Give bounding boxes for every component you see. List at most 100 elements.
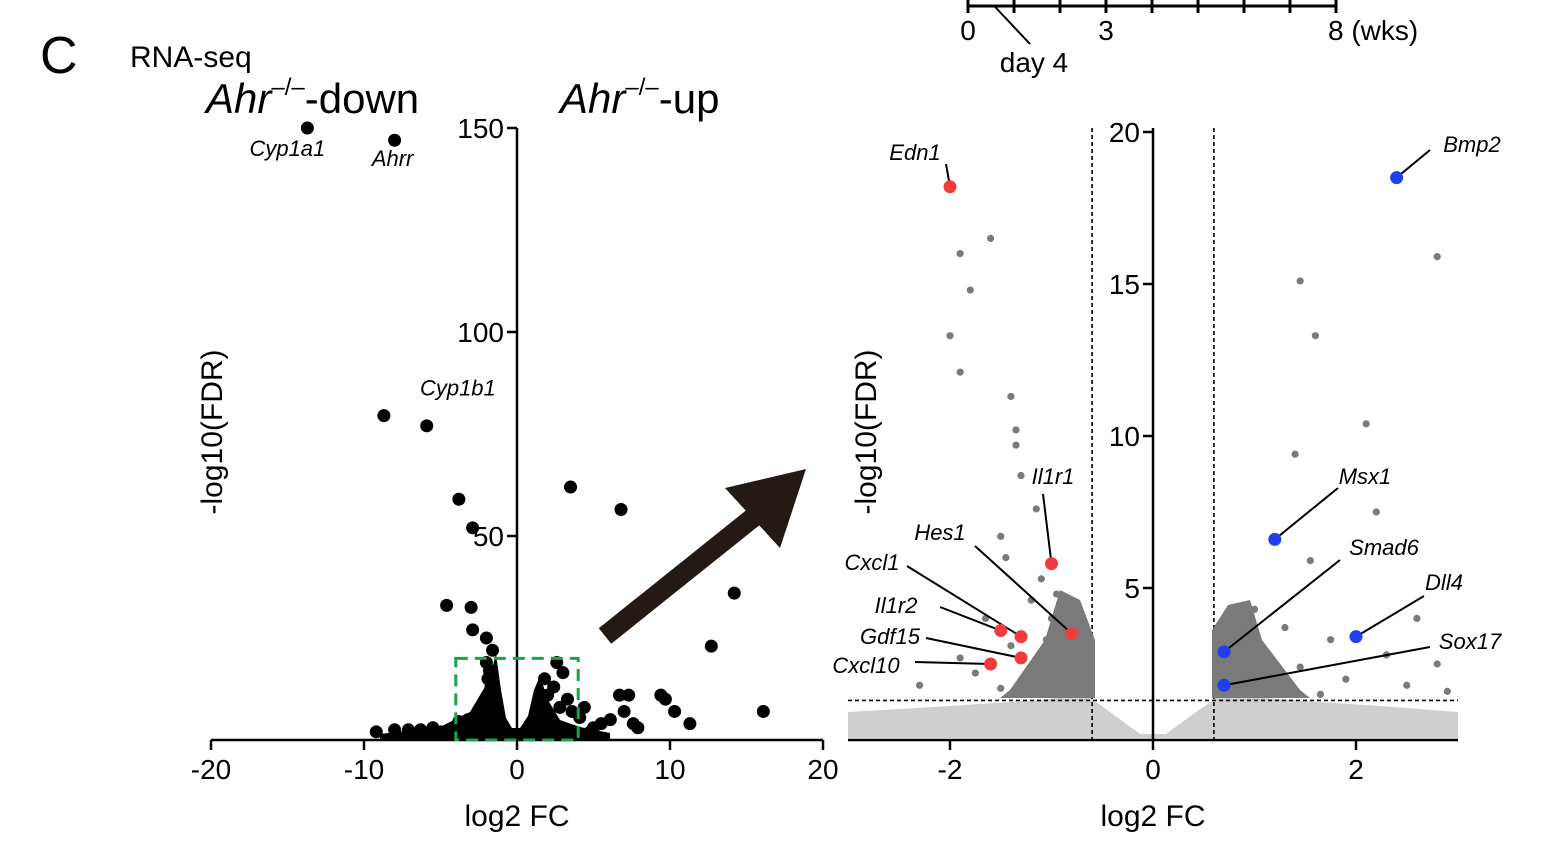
zoom-region-box [454,656,580,742]
zoom-significant-point [971,669,979,677]
highlighted-gene-point [1217,678,1231,692]
panel-letter: C [40,27,78,85]
highlighted-gene-label: Cxcl1 [844,550,899,575]
overview-data-point [466,623,480,637]
overview-data-point [564,480,578,494]
zoom-significant-point [987,234,995,242]
arrow-head [725,469,806,548]
zoom-significant-point [1012,441,1020,449]
overview-data-point [479,631,493,645]
zoom-threshold-lines [848,128,1458,740]
zoom-significant-point [1037,575,1045,583]
zoom-x-tick-label: -2 [938,754,963,785]
overview-data-point [668,704,682,718]
overview-data-point [617,704,631,718]
zoom-y-tick-label: 5 [1124,573,1140,604]
zoom-significant-point [1372,508,1380,516]
timeline-tick-label: 8 (wks) [1328,15,1418,46]
overview-data-point [704,639,718,653]
overview-data-point [541,688,555,702]
zoom-significant-point [1433,660,1441,668]
highlighted-gene-point [1014,630,1028,644]
timeline-tick-label: 0 [960,15,976,46]
overview-data-point [658,692,672,706]
zoom-y-tick-label: 20 [1109,117,1140,148]
overview-x-tick-label: -20 [191,754,231,785]
highlighted-gene-point [994,624,1008,638]
overview-data-point [613,688,627,702]
zoom-significant-point [1047,687,1056,695]
highlighted-gene-point [1045,557,1058,571]
overview-y-axis-title: -log10(FDR) [196,349,229,514]
overview-data-point [452,492,466,506]
overview-x-axis-title: log2 FC [464,800,569,833]
overview-gene-label: Cyp1a1 [249,136,325,161]
overview-data-point [487,702,501,716]
gene-leader-line [1395,149,1431,179]
zoom-nonsignificant-cloud [848,694,1458,738]
highlighted-gene-label: Smad6 [1349,535,1419,560]
highlighted-gene-label: Cxcl10 [832,653,900,678]
overview-data-point [583,725,597,739]
zoom-significant-point [1327,636,1335,644]
zoom-significant-point [1012,426,1020,434]
highlighted-gene-point [943,180,957,194]
zoom-down-dense-wedge [1000,590,1095,698]
zoom-significant-point [1250,605,1259,613]
zoom-significant-point [1433,253,1441,261]
overview-x-tick-label: 10 [654,754,685,785]
gene-leader-line [914,661,991,665]
zoom-significant-point [966,286,974,294]
zoom-significant-point [1281,623,1289,632]
zoom-significant-point [1403,681,1411,689]
overview-x-tick-label: 20 [807,754,838,785]
overview-data-point [466,521,480,535]
zoom-significant-point [1083,678,1091,686]
gene-leader-line [1274,487,1339,541]
overview-x-tick-label: -10 [344,754,384,785]
zoom-nonsignificant-band [848,694,1458,738]
highlighted-gene-label: Il1r1 [1032,464,1075,489]
overview-data-point [538,672,552,686]
zoom-significant-point [1032,505,1040,513]
zoom-significant-point [1296,277,1304,285]
zoom-x-tick-label: 2 [1348,754,1364,785]
zoom-significant-point [1291,450,1299,458]
timeline-marker-line [993,5,1031,45]
highlighted-gene-point [1349,630,1363,644]
zoom-y-tick-label: 15 [1109,269,1140,300]
overview-gene-labels: Cyp1a1 Ahrr Cyp1b1 [249,136,495,401]
up-group-label: Ahr–/–-up [557,74,719,122]
overview-data-point [464,600,478,614]
zoom-significant-point [1002,554,1010,562]
zoom-significant-point [997,532,1005,540]
overview-gene-label: Cyp1b1 [420,376,496,401]
overview-data-point [406,727,420,741]
zoom-significant-point [1316,690,1325,699]
overview-data-point [369,725,383,739]
highlighted-gene-point [1065,627,1079,641]
overview-data-point [388,723,402,737]
zoom-significant-point [1078,690,1086,699]
highlighted-gene-label: Sox17 [1439,629,1502,654]
timeline: 0 3 8 (wks) day 4 [960,0,1418,78]
zoom-significant-point [946,332,954,340]
overview-gene-label: Ahrr [370,146,415,171]
zoom-significant-point [1032,669,1040,677]
assay-label: RNA-seq [130,41,252,74]
zoom-significant-point [1007,642,1015,650]
zoom-x-axis-title: log2 FC [1100,800,1205,833]
zoom-significant-point [1007,392,1015,401]
overview-data-point [553,700,567,714]
zoom-significant-point [1342,675,1350,683]
timeline-tick-label: 3 [1098,15,1114,46]
overview-data-point [603,713,617,727]
overview-data-point [388,133,402,147]
overview-data-point [440,598,454,612]
zoom-significant-point [1261,657,1269,665]
overview-data-point [683,717,697,731]
zoom-significant-point [1220,690,1228,699]
overview-data-point [556,666,570,680]
